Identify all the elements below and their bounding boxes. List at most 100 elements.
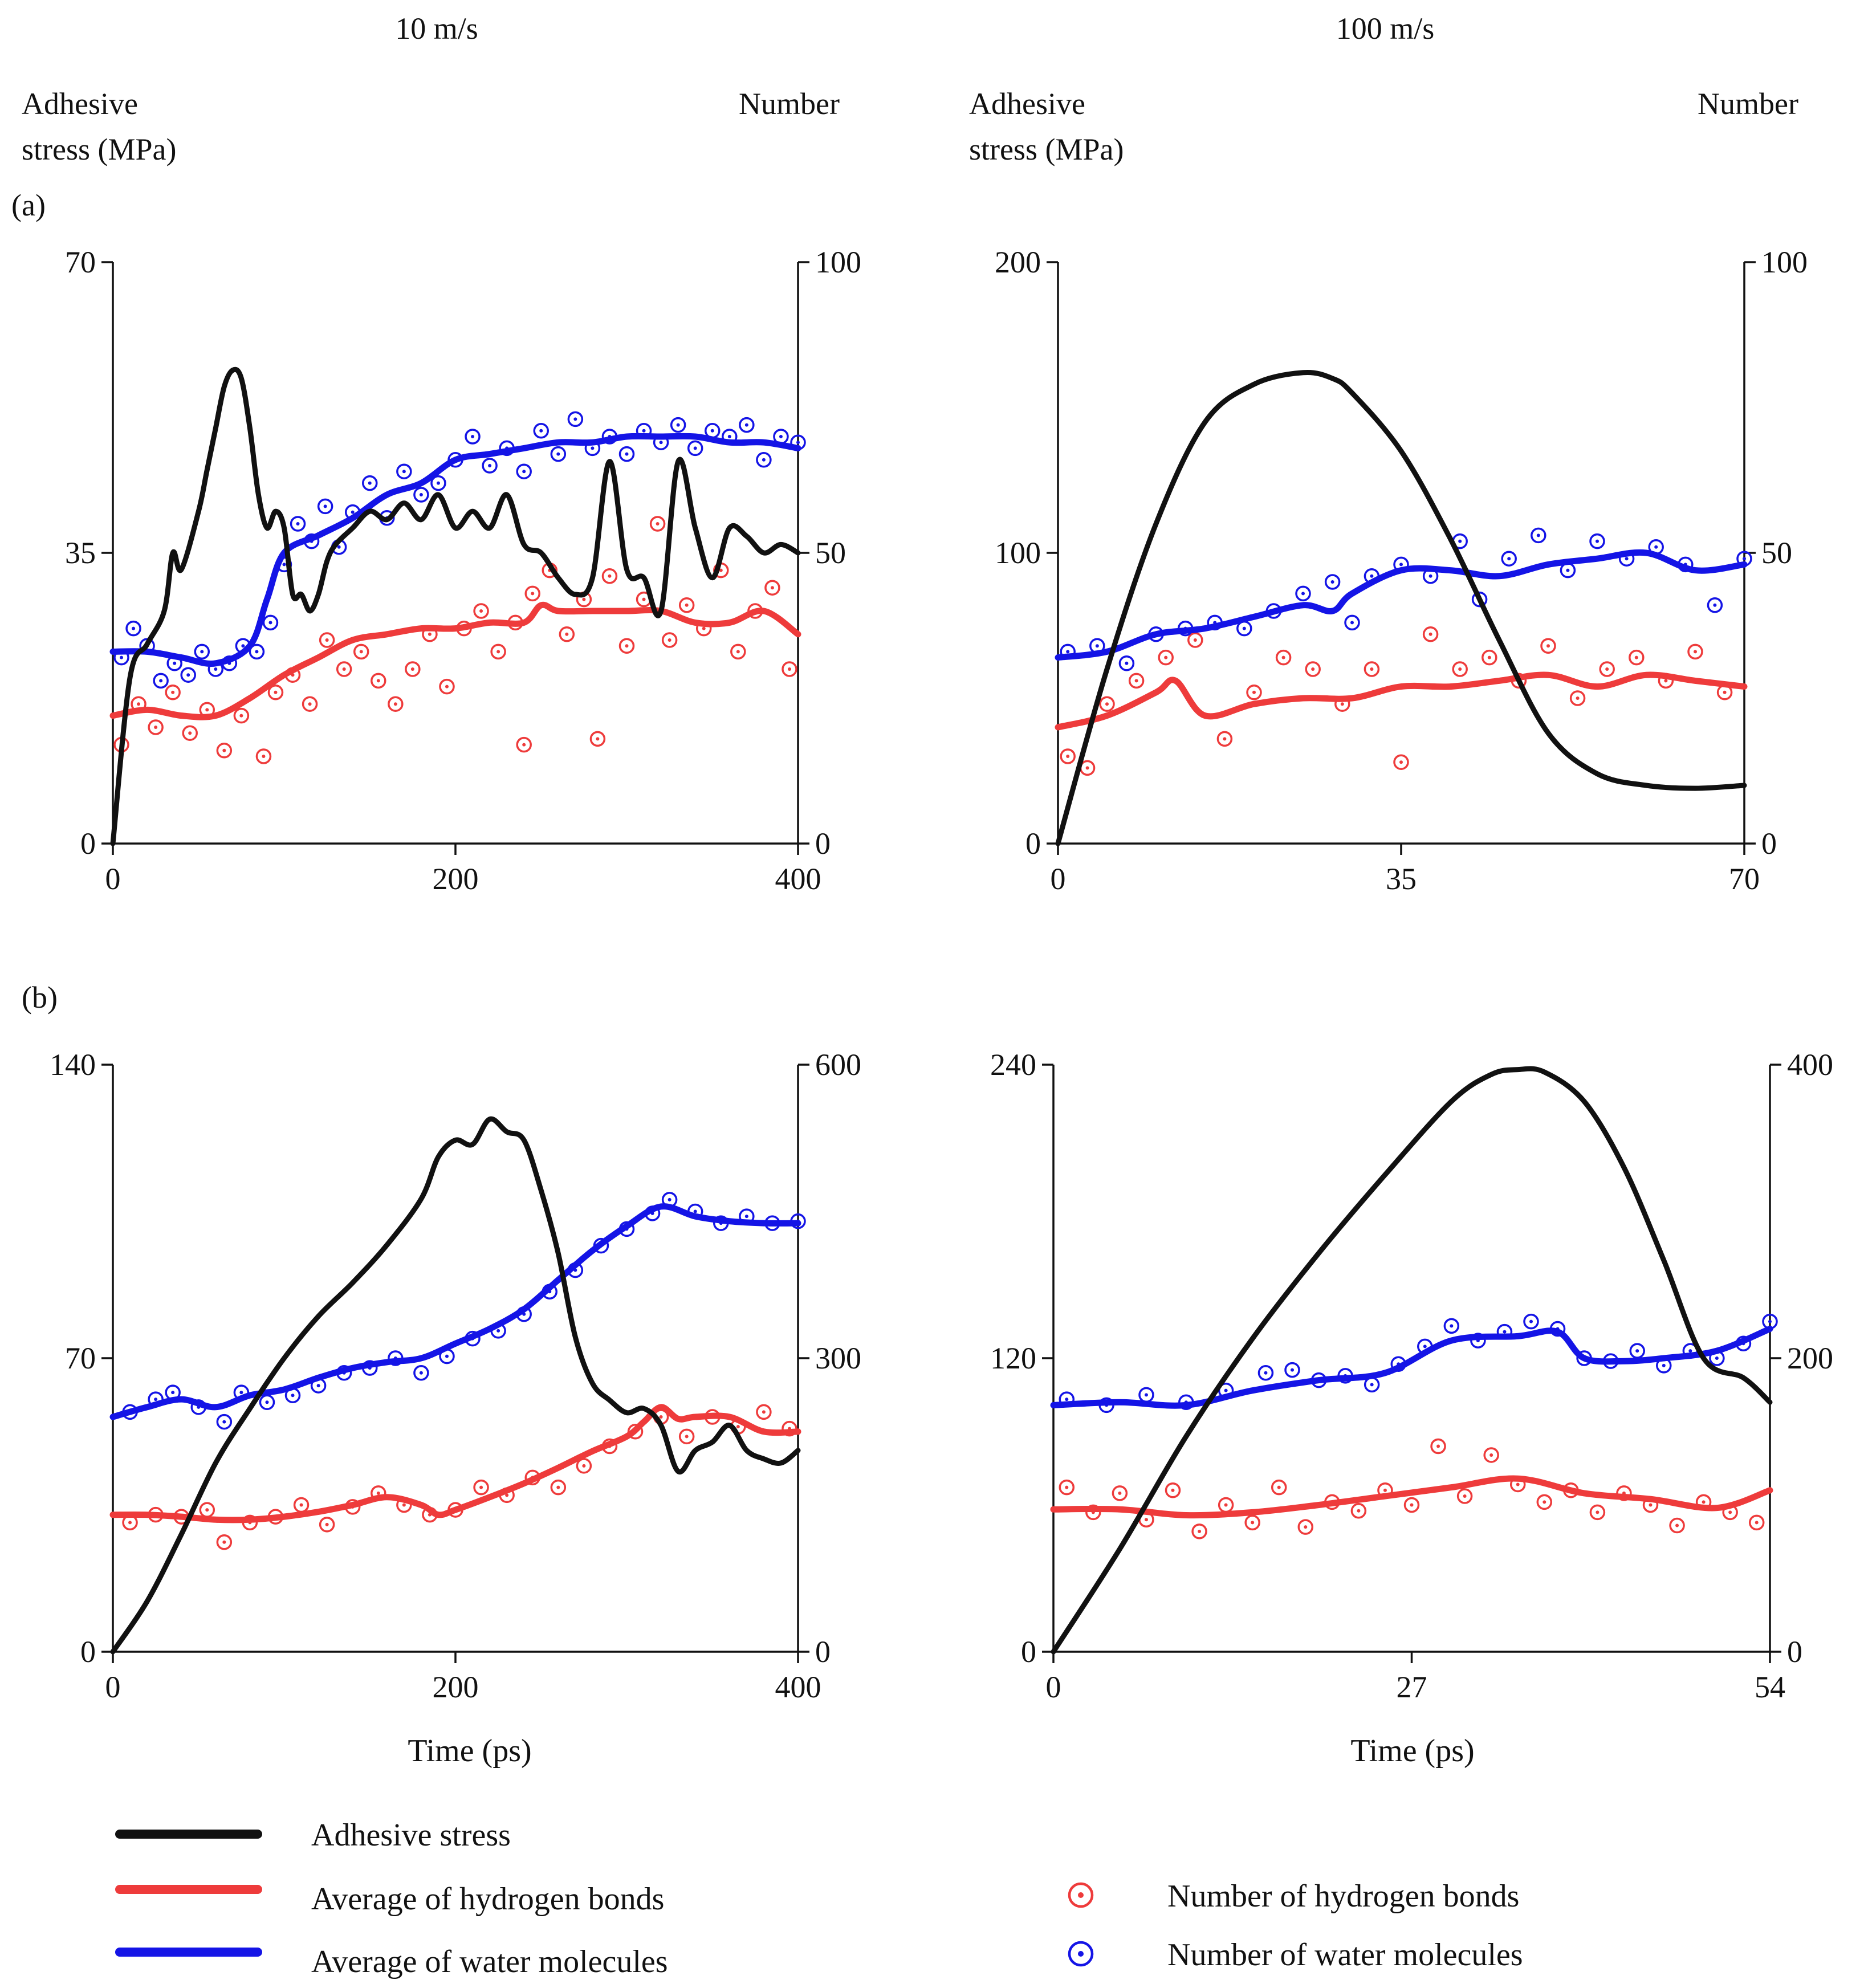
hbond-marker-a_10 bbox=[661, 632, 678, 648]
hbond-marker-ring bbox=[1403, 1497, 1420, 1513]
hbond-marker-dot bbox=[222, 1540, 226, 1544]
water-marker-ring bbox=[1531, 527, 1546, 544]
hbond-marker-dot bbox=[308, 702, 312, 706]
left-axis-label-line2-col1: stress (MPa) bbox=[22, 132, 176, 166]
stress-line-a_100 bbox=[1055, 370, 1747, 846]
hbond-marker-ring bbox=[148, 719, 164, 735]
hbond-marker-ring bbox=[165, 685, 181, 700]
hbond-marker-dot bbox=[522, 743, 526, 747]
legend-marker-num-water bbox=[1068, 1941, 1094, 1967]
water-marker-dot bbox=[693, 446, 697, 450]
hbond-marker-dot bbox=[445, 685, 449, 689]
water-marker-ring bbox=[290, 516, 306, 532]
column-title-right: 100 m/s bbox=[1336, 11, 1435, 46]
water-marker-a_10 bbox=[482, 458, 498, 474]
hbond-marker-a_10 bbox=[764, 580, 780, 596]
hbond-marker-dot bbox=[1728, 1510, 1732, 1514]
avg-hbonds-line-a_100 bbox=[1055, 671, 1748, 731]
hbond-marker-dot bbox=[1277, 1485, 1281, 1489]
column-title-left: 10 m/s bbox=[395, 11, 478, 46]
water-marker-a_10 bbox=[317, 498, 333, 515]
water-marker-dot bbox=[1291, 1368, 1294, 1372]
water-marker-dot bbox=[1301, 592, 1305, 596]
x-tick-label-b_100: 0 bbox=[1046, 1670, 1061, 1704]
water-marker-dot bbox=[1662, 1363, 1666, 1367]
hbond-marker-ring bbox=[319, 632, 335, 648]
x-tick-label-b_100: 27 bbox=[1397, 1670, 1427, 1704]
x-tick-label-b_100: 54 bbox=[1755, 1670, 1785, 1704]
hbond-marker-dot bbox=[685, 603, 689, 607]
hbond-marker-a_10 bbox=[216, 743, 233, 759]
water-marker-ring bbox=[516, 463, 532, 479]
hbond-marker-ring bbox=[730, 643, 746, 660]
water-marker-ring bbox=[533, 423, 549, 439]
water-marker-ring bbox=[687, 440, 703, 457]
water-marker-ring bbox=[1324, 574, 1341, 590]
hbond-marker-ring bbox=[1452, 661, 1468, 677]
legend-label-num-water: Number of water molecules bbox=[1167, 1937, 1523, 1973]
hbond-marker-dot bbox=[1543, 1500, 1546, 1504]
hbond-marker-dot bbox=[1576, 696, 1580, 700]
hbond-marker-ring bbox=[1085, 1504, 1101, 1521]
hbond-marker-a_10 bbox=[233, 707, 250, 724]
hbond-marker-b_100 bbox=[1483, 1447, 1499, 1463]
water-marker-dot bbox=[1224, 1388, 1228, 1392]
hbond-marker-ring bbox=[216, 743, 233, 759]
hbond-marker-dot bbox=[1649, 1503, 1653, 1507]
hbond-marker-a_100 bbox=[1128, 673, 1145, 689]
hbond-marker-b_10 bbox=[216, 1534, 233, 1550]
hbond-marker-dot bbox=[479, 1485, 483, 1489]
hbond-marker-dot bbox=[1340, 702, 1344, 706]
water-marker-a_10 bbox=[290, 516, 306, 532]
hbond-marker-dot bbox=[376, 1491, 380, 1495]
water-marker-dot bbox=[120, 655, 124, 659]
hbond-marker-dot bbox=[1066, 755, 1070, 758]
water-marker-a_10 bbox=[125, 620, 141, 637]
water-marker-ring bbox=[413, 487, 429, 503]
hbond-marker-dot bbox=[325, 1522, 329, 1526]
hbond-marker-b_10 bbox=[576, 1458, 592, 1474]
right-y-tick-label-a_100: 100 bbox=[1761, 245, 1808, 279]
hbond-marker-a_10 bbox=[782, 661, 797, 677]
x-axis-title-left: Time (ps) bbox=[408, 1733, 531, 1769]
water-marker-ring bbox=[216, 1413, 233, 1430]
water-marker-dot bbox=[419, 1371, 423, 1375]
water-marker-dot bbox=[727, 435, 731, 438]
water-marker-ring bbox=[413, 1365, 429, 1381]
hbond-marker-ring bbox=[1540, 638, 1556, 654]
hbond-marker-a_100 bbox=[1099, 696, 1115, 712]
water-marker-ring bbox=[1443, 1318, 1460, 1334]
water-marker-a_10 bbox=[396, 463, 412, 479]
x-tick-label-a_10: 400 bbox=[775, 862, 821, 896]
hbond-marker-dot bbox=[299, 1503, 303, 1507]
hbond-marker-dot bbox=[582, 597, 586, 601]
hbond-marker-ring bbox=[589, 731, 606, 747]
right-axis-label-col1: Number bbox=[739, 87, 840, 121]
water-marker-dot bbox=[659, 441, 663, 445]
water-marker-ring bbox=[396, 463, 412, 479]
hbond-marker-ring bbox=[353, 643, 369, 660]
hbond-marker-b_100 bbox=[1669, 1517, 1685, 1534]
water-marker-a_100 bbox=[1560, 562, 1576, 579]
left-y-tick-label-b_10: 70 bbox=[65, 1341, 96, 1375]
water-marker-a_10 bbox=[465, 429, 481, 445]
water-marker-ring bbox=[1589, 533, 1605, 549]
hbond-marker-a_100 bbox=[1158, 649, 1174, 666]
water-marker-dot bbox=[323, 504, 327, 508]
hbond-marker-a_10 bbox=[255, 748, 272, 764]
hbond-marker-b_100 bbox=[1244, 1514, 1260, 1531]
hbond-marker-dot bbox=[239, 714, 243, 718]
water-marker-dot bbox=[1566, 568, 1570, 572]
right-y-tick-label-a_10: 50 bbox=[815, 536, 846, 570]
hbond-marker-dot bbox=[154, 726, 158, 729]
hbond-marker-ring bbox=[233, 707, 250, 724]
hbond-marker-ring bbox=[1244, 1514, 1260, 1531]
hbond-marker-ring bbox=[1128, 673, 1145, 689]
hbond-marker-dot bbox=[1118, 1491, 1122, 1495]
hbond-marker-dot bbox=[205, 1508, 209, 1512]
hbond-marker-ring bbox=[678, 1428, 695, 1445]
water-marker-dot bbox=[496, 1329, 500, 1333]
water-marker-a_10 bbox=[687, 440, 703, 457]
